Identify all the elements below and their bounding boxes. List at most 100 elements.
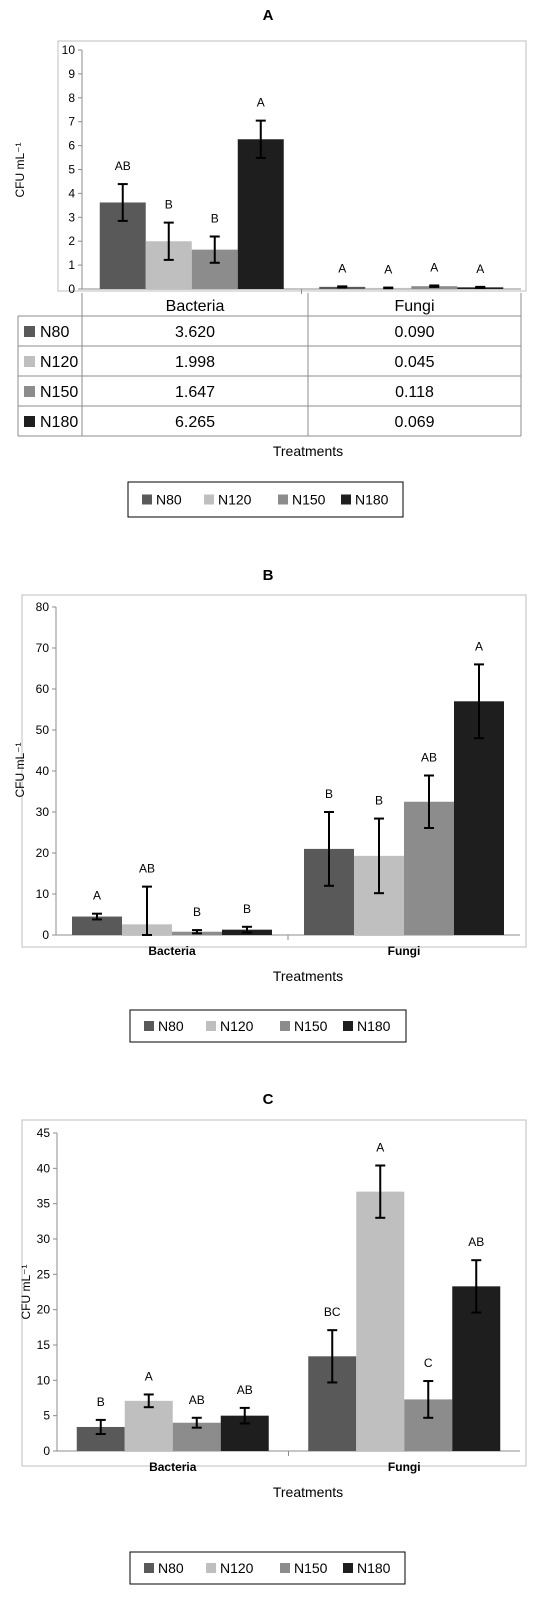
bar-n120-bacteria — [124, 1400, 173, 1451]
y-tick-label: 80 — [36, 600, 50, 614]
significance-letter: A — [475, 639, 483, 653]
y-tick-label: 5 — [43, 1409, 50, 1423]
table-legend-swatch — [24, 416, 35, 427]
table-cell: 0.090 — [394, 324, 434, 341]
significance-letter: B — [211, 211, 219, 225]
chart-title: C — [263, 1091, 274, 1108]
significance-letter: B — [325, 787, 333, 801]
y-axis-label: CFU mL⁻¹ — [13, 143, 27, 198]
significance-letter: A — [145, 1369, 153, 1383]
table-legend-swatch — [24, 386, 35, 397]
significance-letter: AB — [139, 862, 155, 876]
y-axis-label: CFU mL⁻¹ — [19, 1265, 33, 1320]
table-cell: 1.647 — [175, 384, 215, 401]
y-tick-label: 8 — [68, 91, 75, 105]
legend-swatch-n120 — [206, 1563, 216, 1573]
legend-swatch-n180 — [343, 1021, 353, 1031]
y-tick-label: 35 — [37, 1197, 51, 1211]
x-axis-label: Treatments — [273, 1484, 343, 1500]
table-row-label: N150 — [40, 384, 78, 401]
significance-letter: B — [243, 902, 251, 916]
legend-swatch-n150 — [280, 1563, 290, 1573]
y-tick-label: 3 — [68, 210, 75, 224]
category-label: Fungi — [388, 1460, 421, 1474]
y-tick-label: 40 — [37, 1161, 51, 1175]
significance-letter: AB — [237, 1383, 253, 1397]
legend-label: N80 — [158, 1018, 184, 1034]
legend-swatch-n80 — [144, 1021, 154, 1031]
y-tick-label: 10 — [37, 1373, 51, 1387]
legend-swatch-n120 — [206, 1021, 216, 1031]
significance-letter: B — [193, 905, 201, 919]
y-tick-label: 45 — [37, 1126, 51, 1140]
category-label: Fungi — [388, 944, 421, 958]
bar-n180-bacteria — [237, 139, 284, 289]
legend-box — [129, 1551, 406, 1585]
legend-label: N80 — [158, 1560, 184, 1576]
table-header: Bacteria — [166, 298, 225, 315]
legend-swatch-n180 — [343, 1563, 353, 1573]
y-tick-label: 0 — [68, 282, 75, 296]
y-tick-label: 0 — [43, 1444, 50, 1458]
y-tick-label: 10 — [36, 887, 50, 901]
y-tick-label: 15 — [37, 1338, 51, 1352]
bar-n180-fungi — [454, 701, 504, 935]
significance-letter: A — [430, 260, 438, 274]
significance-letter: A — [338, 261, 346, 275]
table-cell: 0.118 — [395, 384, 434, 401]
legend-box — [127, 481, 404, 518]
y-tick-label: 20 — [36, 846, 50, 860]
significance-letter: A — [257, 96, 265, 110]
significance-letter: AB — [189, 1393, 205, 1407]
significance-letter: A — [476, 262, 484, 276]
category-label: Bacteria — [148, 944, 196, 958]
y-tick-label: 0 — [42, 928, 49, 942]
table-row-label: N80 — [40, 324, 69, 341]
chart-title: A — [263, 7, 274, 24]
bar-n80-bacteria — [72, 916, 122, 935]
significance-letter: AB — [468, 1235, 484, 1249]
category-label: Bacteria — [149, 1460, 197, 1474]
y-tick-label: 20 — [37, 1303, 51, 1317]
legend-swatch-n80 — [144, 1563, 154, 1573]
table-cell: 6.265 — [175, 414, 215, 431]
significance-letter: B — [165, 198, 173, 212]
y-tick-label: 30 — [37, 1232, 51, 1246]
legend-box — [129, 1009, 407, 1043]
table-cell: 0.069 — [394, 414, 434, 431]
y-tick-label: 40 — [36, 764, 50, 778]
legend-label: N180 — [355, 492, 389, 508]
y-tick-label: 2 — [68, 234, 75, 248]
bar-n120-fungi — [356, 1191, 405, 1451]
y-tick-label: 30 — [36, 805, 50, 819]
table-row-label: N120 — [40, 354, 78, 371]
table-cell: 1.998 — [175, 354, 215, 371]
legend-label: N180 — [357, 1560, 391, 1576]
y-tick-label: 10 — [62, 43, 76, 57]
y-tick-label: 5 — [68, 163, 75, 177]
significance-letter: BC — [324, 1305, 341, 1319]
x-axis-label: Treatments — [273, 968, 343, 984]
table-cell: 3.620 — [175, 324, 215, 341]
legend-swatch-n80 — [142, 494, 152, 505]
significance-letter: A — [384, 263, 392, 277]
legend-label: N120 — [220, 1018, 254, 1034]
table-legend-swatch — [24, 326, 35, 337]
bar-n180-fungi — [452, 1286, 501, 1451]
y-axis-label: CFU mL⁻¹ — [13, 743, 27, 798]
legend-swatch-n150 — [278, 494, 288, 505]
significance-letter: A — [93, 889, 101, 903]
y-tick-label: 7 — [68, 115, 75, 129]
legend-label: N150 — [292, 492, 326, 508]
significance-letter: AB — [115, 159, 131, 173]
y-tick-label: 25 — [37, 1267, 51, 1281]
y-tick-label: 6 — [68, 139, 75, 153]
y-tick-label: 1 — [68, 258, 75, 272]
y-tick-label: 60 — [36, 682, 50, 696]
table-legend-swatch — [24, 356, 35, 367]
chart-title: B — [263, 567, 274, 584]
y-tick-label: 50 — [36, 723, 50, 737]
table-row-label: N180 — [40, 414, 78, 431]
